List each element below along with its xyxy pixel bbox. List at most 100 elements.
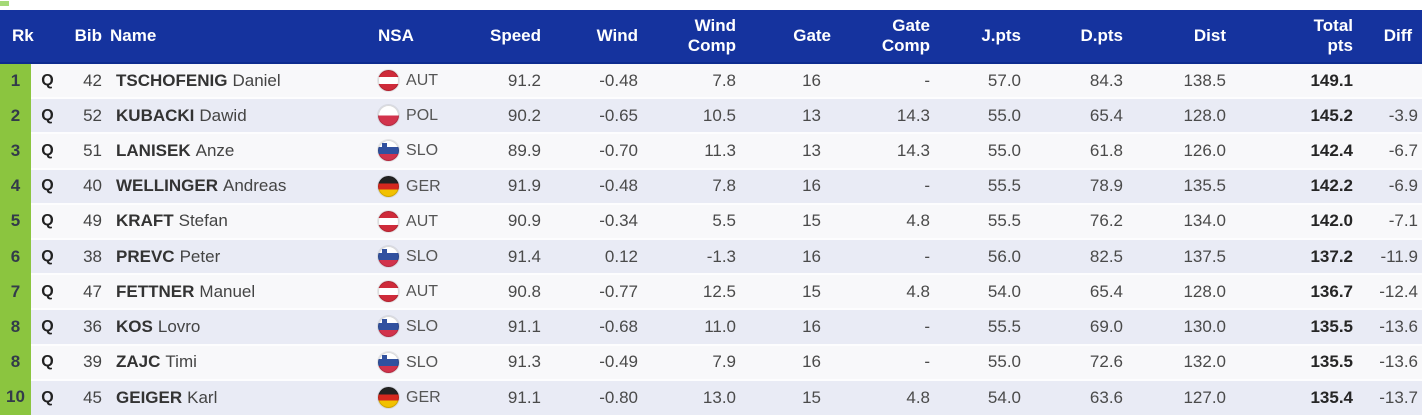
athlete-surname: FETTNER (116, 281, 195, 301)
athlete-given-name: Manuel (199, 281, 256, 301)
gate-comp-cell: - (835, 61, 935, 99)
qualified-cell: Q (31, 378, 65, 415)
total-pts-cell: 135.4 (1230, 378, 1358, 415)
table-row[interactable]: 8 Q 39 ZAJC Timi SLO 91.3 -0.49 7.9 16-55.0 72.6 13… (0, 343, 1422, 380)
athlete-surname: KUBACKI (116, 105, 195, 125)
gate-comp-cell: 4.8 (835, 378, 935, 415)
gate-comp-cell: - (835, 167, 935, 204)
athlete-surname: GEIGER (116, 387, 183, 407)
wind-comp-cell: 7.8 (642, 61, 741, 99)
athlete-given-name: Anze (195, 140, 235, 160)
gate-comp-cell: 14.3 (835, 97, 935, 134)
results-table: Rk Bib Name NSA Speed Wind Wind Comp Gat… (0, 10, 1422, 415)
wind-cell: -0.49 (545, 343, 643, 380)
rank-cell: 6 (0, 238, 31, 275)
total-pts-cell: 149.1 (1230, 61, 1358, 99)
nsa-cell: AUT (370, 273, 468, 310)
athlete-given-name: Stefan (178, 211, 228, 231)
table-row[interactable]: 5 Q 49 KRAFT Stefan AUT 90.9 -0.34 5.5 15 4.8 55.5 7… (0, 202, 1422, 239)
flag-icon (378, 281, 400, 303)
wind-cell: -0.77 (545, 273, 643, 310)
nsa-code: AUT (406, 283, 439, 301)
flag-icon (378, 105, 400, 127)
dist-pts-cell: 72.6 (1025, 343, 1128, 380)
judge-pts-cell: 54.0 (934, 378, 1026, 415)
dist-cell: 138.5 (1127, 61, 1231, 99)
col-header-dist: Dist (1127, 10, 1231, 64)
diff-cell: -6.7 (1357, 132, 1422, 169)
athlete-surname: PREVC (116, 246, 175, 266)
gate-comp-cell: - (835, 237, 935, 275)
qualified-cell: Q (31, 97, 65, 134)
speed-cell: 91.2 (467, 61, 546, 99)
total-pts-cell: 135.5 (1230, 343, 1358, 380)
qualified-cell: Q (31, 237, 65, 275)
judge-pts-cell: 57.0 (934, 61, 1026, 99)
dist-cell: 130.0 (1127, 308, 1231, 345)
athlete-name-cell: TSCHOFENIG Daniel (106, 61, 371, 99)
rank-cell: 5 (0, 203, 31, 239)
flag-icon (378, 246, 400, 268)
nsa-code: AUT (406, 72, 439, 90)
speed-cell: 90.2 (467, 97, 546, 134)
diff-cell: -6.9 (1357, 167, 1422, 204)
athlete-given-name: Andreas (223, 176, 287, 196)
wind-comp-cell: 7.8 (642, 167, 741, 204)
wind-cell: -0.68 (545, 308, 643, 345)
qualified-cell: Q (31, 308, 65, 345)
wind-cell: -0.70 (545, 132, 643, 169)
athlete-given-name: Lovro (157, 316, 201, 336)
table-row[interactable]: 1 Q 42 TSCHOFENIG Daniel AUT 91.2 -0.48 7.8 16-57… (0, 61, 1422, 99)
gate-comp-cell: 4.8 (835, 273, 935, 310)
athlete-given-name: Timi (165, 352, 197, 372)
table-row[interactable]: 3 Q 51 LANISEK Anze SLO 89.9 -0.70 11.3 13 14.3 55.… (0, 132, 1422, 169)
judge-pts-cell: 55.0 (934, 132, 1026, 169)
wind-cell: -0.34 (545, 202, 643, 239)
table-row[interactable]: 2 Q 52 KUBACKI Dawid POL 90.2 -0.65 10.5 13 14.3 55… (0, 97, 1422, 134)
dist-pts-cell: 63.6 (1025, 378, 1128, 415)
gate-comp-cell: - (835, 308, 935, 345)
qualified-cell: Q (31, 132, 65, 169)
table-row[interactable]: 7 Q 47 FETTNER Manuel AUT 90.8 -0.77 12.5 15 4.8 54… (0, 273, 1422, 310)
nsa-code: GER (406, 389, 441, 407)
athlete-name-cell: GEIGER Karl (106, 378, 371, 415)
diff-cell (1357, 61, 1422, 99)
bib-cell: 36 (64, 308, 107, 345)
table-header: Rk Bib Name NSA Speed Wind Wind Comp Gat… (0, 10, 1422, 64)
bib-cell: 40 (64, 167, 107, 204)
diff-cell: -13.7 (1357, 378, 1422, 415)
total-pts-cell: 142.0 (1230, 202, 1358, 239)
dist-pts-cell: 78.9 (1025, 167, 1128, 204)
diff-cell: -13.6 (1357, 308, 1422, 345)
diff-cell: -12.4 (1357, 273, 1422, 310)
qualified-cell: Q (31, 273, 65, 310)
crop-artifact (0, 1, 9, 6)
top-spacer (0, 0, 1422, 10)
athlete-surname: WELLINGER (116, 176, 219, 196)
rank-cell: 8 (0, 309, 31, 345)
bib-cell: 39 (64, 343, 107, 380)
col-header-j-pts: J.pts (934, 10, 1026, 64)
nsa-cell: POL (370, 97, 468, 134)
wind-comp-cell: 7.9 (642, 343, 741, 380)
col-header-rank: Rk (0, 10, 65, 64)
qualified-cell: Q (31, 202, 65, 239)
wind-cell: 0.12 (545, 237, 643, 275)
dist-cell: 135.5 (1127, 167, 1231, 204)
nsa-cell: SLO (370, 237, 468, 275)
judge-pts-cell: 55.0 (934, 97, 1026, 134)
nsa-code: AUT (406, 212, 439, 230)
table-row[interactable]: 10 Q 45 GEIGER Karl GER 91.1 -0.80 13.0 15 4.8 54.0… (0, 378, 1422, 415)
bib-cell: 45 (64, 378, 107, 415)
table-row[interactable]: 8 Q 36 KOS Lovro SLO 91.1 -0.68 11.0 16-55.5 69.0 1… (0, 308, 1422, 345)
wind-comp-cell: 10.5 (642, 97, 741, 134)
total-pts-cell: 135.5 (1230, 308, 1358, 345)
bib-cell: 47 (64, 273, 107, 310)
total-pts-cell: 142.2 (1230, 167, 1358, 204)
wind-cell: -0.48 (545, 167, 643, 204)
table-row[interactable]: 6 Q 38 PREVC Peter SLO 91.4 0.12 -1.3 16-56.0 82.5… (0, 237, 1422, 275)
judge-pts-cell: 55.0 (934, 343, 1026, 380)
speed-cell: 91.4 (467, 237, 546, 275)
gate-cell: 16 (740, 343, 836, 380)
table-row[interactable]: 4 Q 40 WELLINGER Andreas GER 91.9 -0.48 7.8 16-55… (0, 167, 1422, 204)
